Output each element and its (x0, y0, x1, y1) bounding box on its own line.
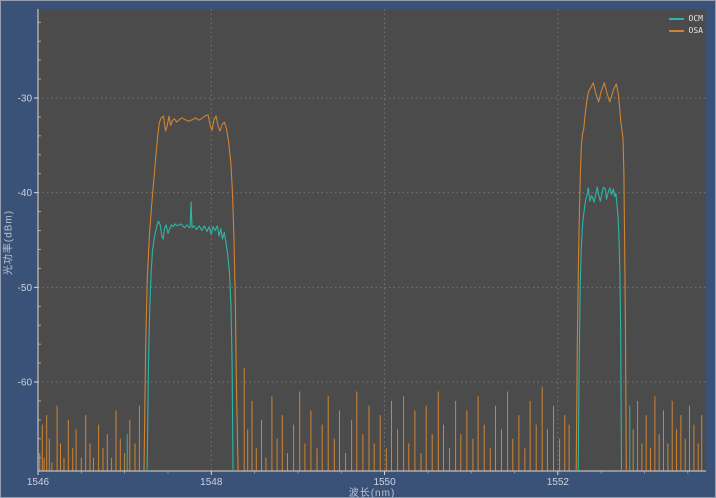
noise-spikes-osa (39, 367, 703, 471)
y-axis-label: 光功率(dBm) (3, 209, 15, 276)
y-tick-label: -50 (18, 283, 33, 294)
x-tick-label: 1546 (27, 477, 50, 488)
x-tick-label: 1548 (200, 477, 223, 488)
y-tick-label: -30 (18, 93, 33, 104)
y-tick-label: -60 (18, 378, 33, 389)
plot-area (38, 9, 706, 471)
legend-label-osa: OSA (688, 26, 703, 35)
band-trace-ocm (146, 201, 234, 471)
y-tick-label: -40 (18, 188, 33, 199)
legend: OCM OSA (668, 14, 703, 35)
band-trace-osa (575, 82, 627, 471)
x-axis-label: 波长(nm) (348, 488, 396, 498)
legend-line-ocm (668, 17, 684, 20)
legend-line-osa (668, 29, 684, 32)
band-trace-ocm (577, 186, 623, 471)
x-tick-label: 1550 (373, 477, 396, 488)
x-tick-label: 1552 (547, 477, 570, 488)
band-trace-osa (143, 114, 239, 471)
legend-item-osa: OSA (668, 26, 703, 35)
noise-spikes-ocm (126, 405, 631, 471)
legend-label-ocm: OCM (688, 14, 703, 23)
legend-item-ocm: OCM (668, 14, 703, 23)
